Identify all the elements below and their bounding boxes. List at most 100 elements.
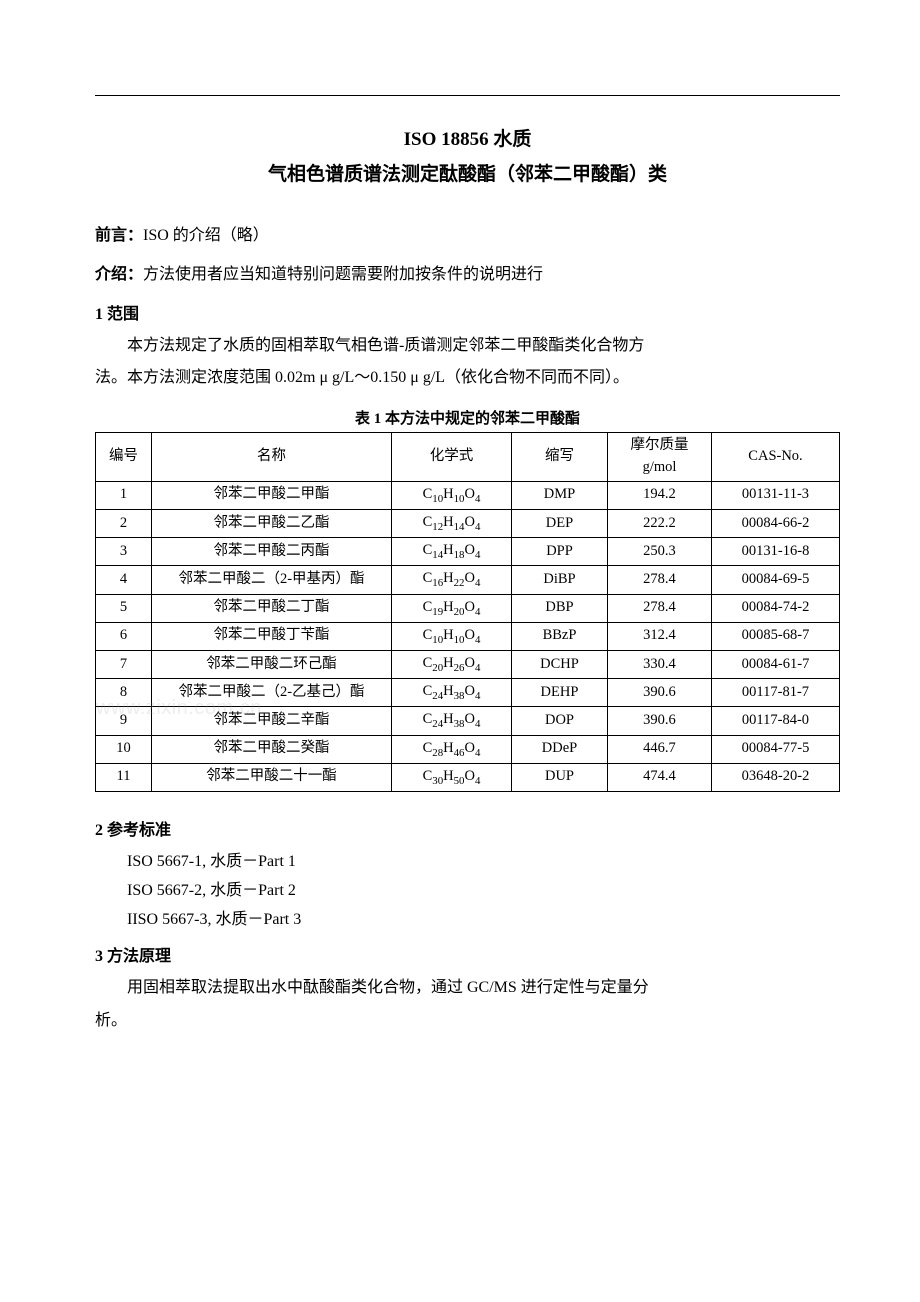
cell-abbr: DCHP <box>512 650 608 678</box>
cell-cas: 00084-69-5 <box>711 566 839 594</box>
cell-num: 3 <box>96 538 152 566</box>
cell-mass: 222.2 <box>607 509 711 537</box>
cell-cas: 00131-16-8 <box>711 538 839 566</box>
preface-label: 前言： <box>95 227 143 244</box>
cell-cas: 00117-84-0 <box>711 707 839 735</box>
cell-cas: 00084-66-2 <box>711 509 839 537</box>
cell-cas: 00084-61-7 <box>711 650 839 678</box>
th-num: 编号 <box>96 433 152 482</box>
cell-name: 邻苯二甲酸二环己酯 <box>152 650 392 678</box>
table1-caption: 表 1 本方法中规定的邻苯二甲酸酯 <box>95 407 840 428</box>
table-row: 6邻苯二甲酸丁苄酯C10H10O4BBzP312.400085-68-7 <box>96 622 840 650</box>
cell-abbr: DEHP <box>512 679 608 707</box>
section3-p1: 用固相萃取法提取出水中酞酸酯类化合物，通过 GC/MS 进行定性与定量分 <box>95 974 840 1003</box>
cell-num: 1 <box>96 481 152 509</box>
top-divider <box>95 95 840 96</box>
cell-num: 4 <box>96 566 152 594</box>
section1-p2: 法。本方法测定浓度范围 0.02m μ g/L～0.150 μ g/L（依化合物… <box>95 364 840 393</box>
table-row: 11邻苯二甲酸二十一酯C30H50O4DUP474.403648-20-2 <box>96 763 840 791</box>
th-mass: 摩尔质量g/mol <box>607 433 711 482</box>
cell-formula: C24H38O4 <box>392 707 512 735</box>
cell-mass: 278.4 <box>607 566 711 594</box>
cell-mass: 250.3 <box>607 538 711 566</box>
cell-name: 邻苯二甲酸二甲酯 <box>152 481 392 509</box>
section1-heading: 1 范围 <box>95 300 840 324</box>
cell-formula: C12H14O4 <box>392 509 512 537</box>
cell-mass: 446.7 <box>607 735 711 763</box>
section2-heading: 2 参考标准 <box>95 816 840 840</box>
phthalates-table: 编号 名称 化学式 缩写 摩尔质量g/mol CAS-No. 1邻苯二甲酸二甲酯… <box>95 432 840 792</box>
th-abbr: 缩写 <box>512 433 608 482</box>
cell-formula: C10H10O4 <box>392 481 512 509</box>
cell-name: 邻苯二甲酸二癸酯 <box>152 735 392 763</box>
cell-abbr: DEP <box>512 509 608 537</box>
cell-formula: C24H38O4 <box>392 679 512 707</box>
cell-cas: 03648-20-2 <box>711 763 839 791</box>
cell-name: 邻苯二甲酸二（2-乙基己）酯 <box>152 679 392 707</box>
cell-name: 邻苯二甲酸丁苄酯 <box>152 622 392 650</box>
table-row: 10邻苯二甲酸二癸酯C28H46O4DDeP446.700084-77-5 <box>96 735 840 763</box>
cell-cas: 00084-77-5 <box>711 735 839 763</box>
table-row: 5邻苯二甲酸二丁酯C19H20O4DBP278.400084-74-2 <box>96 594 840 622</box>
title-line-1: ISO 18856 水质 <box>95 124 840 151</box>
th-name: 名称 <box>152 433 392 482</box>
intro-text: 方法使用者应当知道特别问题需要附加按条件的说明进行 <box>143 266 543 283</box>
cell-abbr: DMP <box>512 481 608 509</box>
cell-mass: 194.2 <box>607 481 711 509</box>
intro-line: 介绍：方法使用者应当知道特别问题需要附加按条件的说明进行 <box>95 261 840 290</box>
cell-cas: 00084-74-2 <box>711 594 839 622</box>
cell-num: 6 <box>96 622 152 650</box>
cell-mass: 330.4 <box>607 650 711 678</box>
table-row: 1邻苯二甲酸二甲酯C10H10O4DMP194.200131-11-3 <box>96 481 840 509</box>
cell-num: 5 <box>96 594 152 622</box>
th-cas: CAS-No. <box>711 433 839 482</box>
cell-abbr: DiBP <box>512 566 608 594</box>
cell-name: 邻苯二甲酸二辛酯 <box>152 707 392 735</box>
cell-formula: C19H20O4 <box>392 594 512 622</box>
th-formula: 化学式 <box>392 433 512 482</box>
section3-heading: 3 方法原理 <box>95 942 840 966</box>
table-header-row: 编号 名称 化学式 缩写 摩尔质量g/mol CAS-No. <box>96 433 840 482</box>
cell-abbr: DPP <box>512 538 608 566</box>
table-row: 8邻苯二甲酸二（2-乙基己）酯C24H38O4DEHP390.600117-81… <box>96 679 840 707</box>
cell-name: 邻苯二甲酸二丙酯 <box>152 538 392 566</box>
cell-formula: C20H26O4 <box>392 650 512 678</box>
ref-2: ISO 5667-2, 水质－Part 2 <box>95 877 840 906</box>
section3-p2: 析。 <box>95 1007 840 1036</box>
ref-1: ISO 5667-1, 水质－Part 1 <box>95 848 840 877</box>
cell-abbr: DOP <box>512 707 608 735</box>
cell-formula: C28H46O4 <box>392 735 512 763</box>
table-row: 9www.zixin.com.cn邻苯二甲酸二辛酯C24H38O4DOP390.… <box>96 707 840 735</box>
cell-mass: 278.4 <box>607 594 711 622</box>
cell-abbr: DUP <box>512 763 608 791</box>
preface-text: ISO 的介绍（略） <box>143 227 269 244</box>
preface-line: 前言：ISO 的介绍（略） <box>95 222 840 251</box>
table-row: 3邻苯二甲酸二丙酯C14H18O4DPP250.300131-16-8 <box>96 538 840 566</box>
cell-num: 8 <box>96 679 152 707</box>
cell-num: 9www.zixin.com.cn <box>96 707 152 735</box>
cell-formula: C30H50O4 <box>392 763 512 791</box>
title-line-2: 气相色谱质谱法测定酞酸酯（邻苯二甲酸酯）类 <box>95 159 840 186</box>
ref-3: IISO 5667-3, 水质－Part 3 <box>95 906 840 935</box>
cell-abbr: DBP <box>512 594 608 622</box>
cell-formula: C10H10O4 <box>392 622 512 650</box>
cell-num: 7 <box>96 650 152 678</box>
cell-mass: 390.6 <box>607 679 711 707</box>
cell-name: 邻苯二甲酸二（2-甲基丙）酯 <box>152 566 392 594</box>
cell-abbr: BBzP <box>512 622 608 650</box>
cell-name: 邻苯二甲酸二乙酯 <box>152 509 392 537</box>
table-row: 4邻苯二甲酸二（2-甲基丙）酯C16H22O4DiBP278.400084-69… <box>96 566 840 594</box>
cell-name: 邻苯二甲酸二十一酯 <box>152 763 392 791</box>
cell-num: 11 <box>96 763 152 791</box>
cell-abbr: DDeP <box>512 735 608 763</box>
cell-mass: 390.6 <box>607 707 711 735</box>
table-row: 7邻苯二甲酸二环己酯C20H26O4DCHP330.400084-61-7 <box>96 650 840 678</box>
cell-num: 2 <box>96 509 152 537</box>
cell-name: 邻苯二甲酸二丁酯 <box>152 594 392 622</box>
cell-formula: C16H22O4 <box>392 566 512 594</box>
cell-num: 10 <box>96 735 152 763</box>
cell-cas: 00117-81-7 <box>711 679 839 707</box>
cell-formula: C14H18O4 <box>392 538 512 566</box>
cell-mass: 312.4 <box>607 622 711 650</box>
cell-cas: 00131-11-3 <box>711 481 839 509</box>
